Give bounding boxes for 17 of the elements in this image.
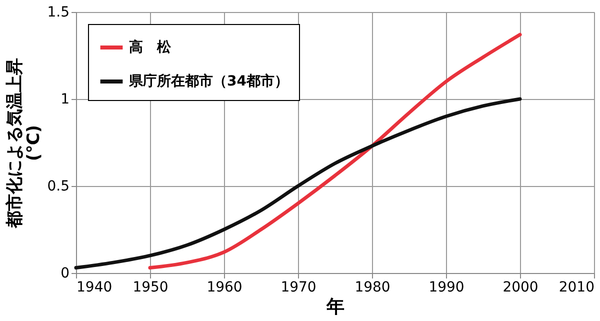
x-tick-label: 1960 bbox=[206, 280, 242, 296]
x-tick-label: 1980 bbox=[354, 280, 390, 296]
line-series bbox=[74, 97, 522, 270]
legend-label: 県庁所在都市（34都市） bbox=[128, 72, 288, 90]
legend-label: 高 松 bbox=[129, 38, 172, 56]
x-tick-label: 2000 bbox=[502, 280, 538, 296]
x-tick-label: 1990 bbox=[428, 280, 464, 296]
y-tick-label: 1.5 bbox=[47, 4, 70, 20]
x-tick-label: 2010 bbox=[558, 280, 594, 296]
y-tick-label: 0.5 bbox=[47, 178, 70, 194]
x-tick-label: 1950 bbox=[132, 280, 168, 296]
x-tick-label: 1970 bbox=[280, 280, 316, 296]
y-tick-label: 1 bbox=[60, 92, 70, 108]
y-axis-title: 都市化による気温上昇 (℃) bbox=[5, 58, 44, 229]
x-axis-title: 年 bbox=[326, 296, 344, 318]
y-tick-label: 0 bbox=[60, 266, 70, 282]
x-tick-label: 1940 bbox=[76, 280, 112, 296]
